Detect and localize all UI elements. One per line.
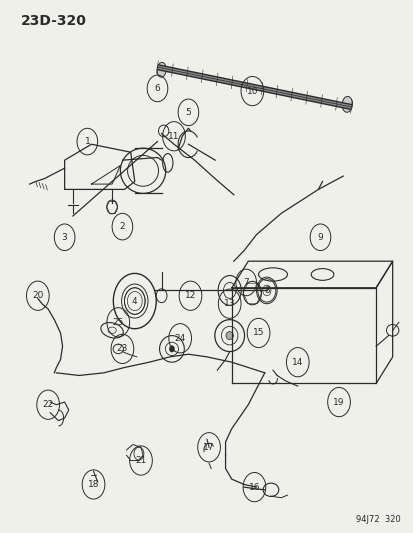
Text: 16: 16 — [248, 482, 260, 491]
Text: 23: 23 — [116, 344, 128, 353]
Text: 24: 24 — [174, 334, 185, 343]
Text: 14: 14 — [292, 358, 303, 367]
Text: 19: 19 — [332, 398, 344, 407]
Circle shape — [169, 346, 174, 352]
Text: 10: 10 — [246, 86, 258, 95]
Text: 22: 22 — [43, 400, 54, 409]
Text: 11: 11 — [168, 132, 179, 141]
Text: 94J72  320: 94J72 320 — [355, 515, 400, 524]
Ellipse shape — [341, 96, 351, 112]
Text: 15: 15 — [252, 328, 263, 337]
Text: 25: 25 — [112, 318, 123, 327]
Text: 23D-320: 23D-320 — [21, 14, 87, 28]
Ellipse shape — [225, 332, 233, 340]
Text: 17: 17 — [203, 443, 214, 452]
Text: 5: 5 — [185, 108, 191, 117]
Text: 12: 12 — [184, 291, 196, 300]
Text: 2: 2 — [119, 222, 125, 231]
Text: 7: 7 — [243, 278, 249, 287]
Text: 20: 20 — [32, 291, 43, 300]
Text: 6: 6 — [154, 84, 160, 93]
Text: 8: 8 — [263, 286, 269, 295]
Text: 21: 21 — [135, 456, 146, 465]
Text: 1: 1 — [84, 137, 90, 146]
Ellipse shape — [157, 62, 166, 77]
Text: 3: 3 — [62, 233, 67, 242]
Text: 9: 9 — [317, 233, 323, 242]
Text: 13: 13 — [223, 299, 235, 308]
Text: 4: 4 — [132, 296, 137, 305]
Text: 18: 18 — [88, 480, 99, 489]
